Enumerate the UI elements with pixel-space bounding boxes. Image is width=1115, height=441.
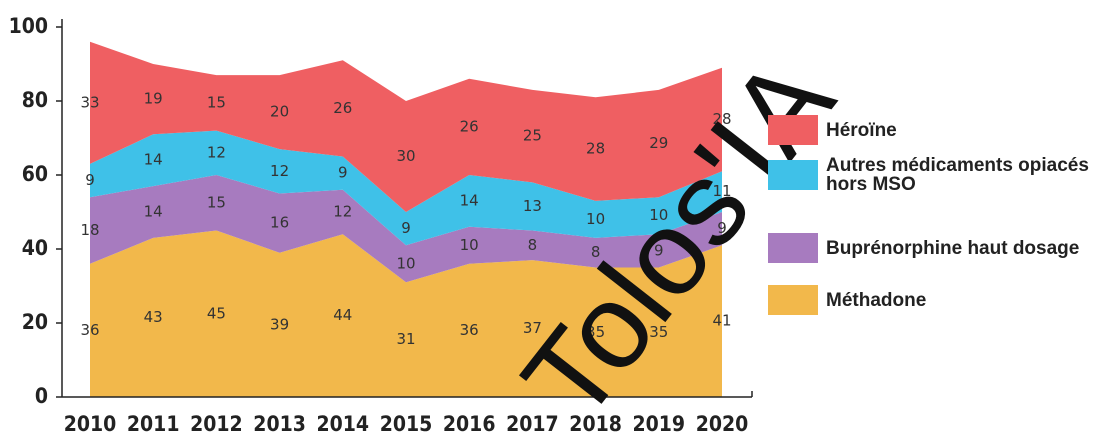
x-tick-label: 2020 <box>696 412 749 436</box>
value-label: 26 <box>460 117 479 135</box>
value-label: 9 <box>338 164 348 182</box>
y-tick-label: 40 <box>22 236 48 260</box>
y-tick-label: 60 <box>22 162 48 186</box>
value-label: 16 <box>270 214 289 232</box>
x-tick-label: 2016 <box>443 412 496 436</box>
value-label: 12 <box>207 143 226 161</box>
value-label: 15 <box>207 193 226 211</box>
value-label: 29 <box>649 134 668 152</box>
value-label: 14 <box>144 151 163 169</box>
value-label: 8 <box>528 236 538 254</box>
x-tick-label: 2012 <box>190 412 243 436</box>
legend-label: Héroïne <box>826 119 897 141</box>
value-label: 9 <box>401 219 411 237</box>
value-label: 25 <box>523 127 542 145</box>
value-label: 10 <box>649 206 668 224</box>
value-label: 28 <box>712 110 731 128</box>
value-label: 36 <box>460 321 479 339</box>
value-label: 37 <box>523 319 542 337</box>
value-label: 39 <box>270 315 289 333</box>
legend-label: Méthadone <box>826 289 927 311</box>
y-tick-label: 80 <box>22 88 48 112</box>
value-label: 19 <box>144 90 163 108</box>
value-label: 35 <box>586 323 605 341</box>
area <box>90 230 722 397</box>
value-label: 30 <box>396 147 415 165</box>
legend-label: Buprénorphine haut dosage <box>826 237 1080 259</box>
x-tick-label: 2010 <box>64 412 117 436</box>
value-label: 12 <box>270 162 289 180</box>
value-label: 20 <box>270 103 289 121</box>
x-tick-label: 2015 <box>380 412 433 436</box>
value-label: 9 <box>654 241 664 259</box>
value-label: 18 <box>80 221 99 239</box>
value-label: 8 <box>591 243 601 261</box>
y-tick-label: 0 <box>35 384 48 408</box>
y-tick-label: 20 <box>22 310 48 334</box>
x-tick-label: 2014 <box>317 412 370 436</box>
value-label: 9 <box>717 219 727 237</box>
value-label: 10 <box>460 236 479 254</box>
value-label: 43 <box>144 308 163 326</box>
legend-swatch <box>768 285 818 315</box>
x-tick-label: 2017 <box>506 412 559 436</box>
y-tick-label: 100 <box>9 14 48 38</box>
value-label: 14 <box>144 203 163 221</box>
value-label: 13 <box>523 197 542 215</box>
value-label: 33 <box>80 93 99 111</box>
x-tick-label: 2018 <box>569 412 622 436</box>
x-tick-label: 2019 <box>633 412 686 436</box>
area <box>90 41 722 212</box>
value-label: 12 <box>333 203 352 221</box>
area <box>90 175 722 283</box>
x-tick-label: 2013 <box>253 412 306 436</box>
value-label: 41 <box>712 312 731 330</box>
value-label: 11 <box>712 182 731 200</box>
value-label: 9 <box>85 171 95 189</box>
legend-swatch <box>768 115 818 145</box>
value-label: 35 <box>649 323 668 341</box>
value-label: 26 <box>333 99 352 117</box>
value-label: 14 <box>460 191 479 209</box>
value-label: 10 <box>586 210 605 228</box>
value-label: 10 <box>396 254 415 272</box>
x-tick-label: 2011 <box>127 412 180 436</box>
value-label: 44 <box>333 306 352 324</box>
legend-swatch <box>768 233 818 263</box>
value-label: 28 <box>586 140 605 158</box>
value-label: 45 <box>207 304 226 322</box>
value-label: 31 <box>396 330 415 348</box>
legend-label: Autres médicaments opiacés hors MSO <box>826 155 1089 195</box>
area <box>90 130 722 246</box>
value-label: 36 <box>80 321 99 339</box>
value-label: 15 <box>207 93 226 111</box>
legend-swatch <box>768 160 818 190</box>
